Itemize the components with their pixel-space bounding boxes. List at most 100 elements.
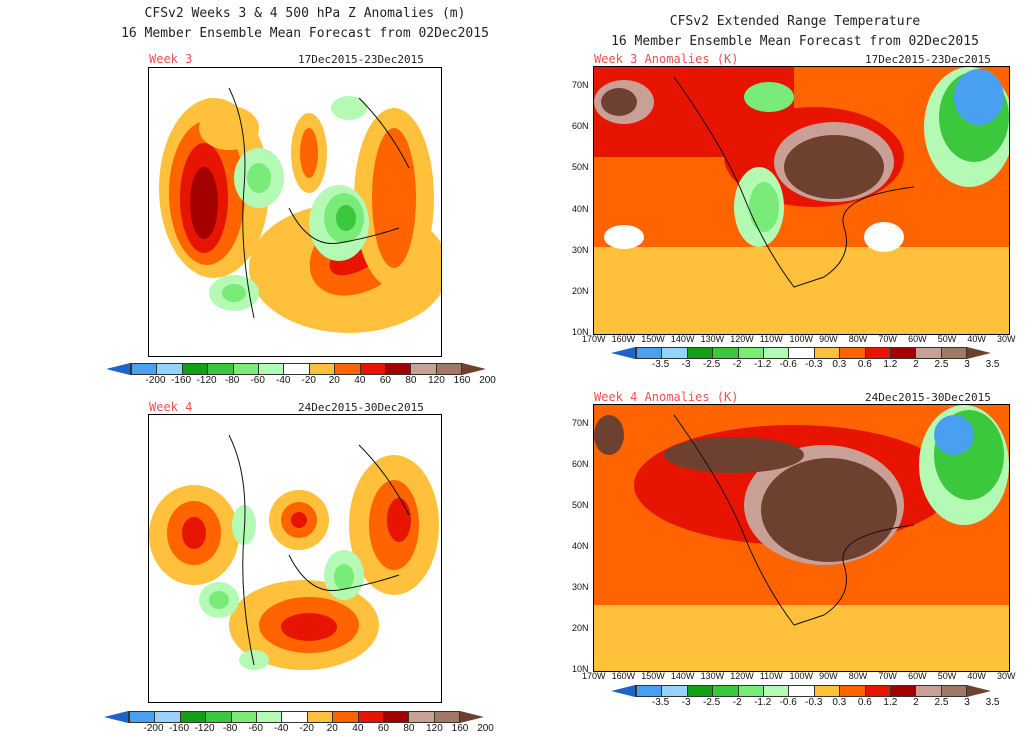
colorbar-label: 200 [477, 723, 494, 734]
lon-label: 40W [967, 671, 986, 681]
lon-label: 90W [819, 334, 838, 344]
colorbar-bin [435, 364, 462, 374]
colorbar-label: 2 [913, 697, 919, 708]
colorbar-bin [813, 348, 840, 358]
colorbar-high-arrow [460, 711, 484, 723]
colorbar-label: -20 [301, 375, 316, 386]
colorbar-bin [156, 364, 182, 374]
colorbar-label: -0.6 [779, 359, 797, 370]
lon-label: 160W [611, 334, 636, 344]
colorbar-label: 200 [479, 375, 496, 386]
colorbar-bin [889, 686, 916, 696]
colorbar-bin [181, 364, 208, 374]
lat-label: 60N [572, 121, 589, 132]
colorbar-low-arrow [611, 347, 635, 359]
colorbar-bin [762, 686, 789, 696]
colorbar-label: -160 [169, 723, 190, 734]
colorbar-label: -0.6 [779, 697, 797, 708]
lon-label: 160W [611, 671, 636, 681]
left-week4-dates: 24Dec2015-30Dec2015 [298, 401, 424, 414]
colorbar-label: 20 [326, 723, 338, 734]
colorbar-bin [232, 364, 258, 374]
left-title-line1: CFSv2 Weeks 3 & 4 500 hPa Z Anomalies (m… [144, 6, 466, 21]
colorbar-bin [686, 348, 713, 358]
lon-label: 70W [878, 334, 897, 344]
colorbar-label: 2.5 [934, 359, 949, 370]
colorbar-bin [179, 712, 206, 722]
lon-label: 60W [908, 671, 927, 681]
lon-label: 70W [878, 671, 897, 681]
colorbar-bin [661, 686, 687, 696]
colorbar-label: 80 [405, 375, 417, 386]
colorbar-bin [306, 712, 333, 722]
colorbar-bin [281, 712, 307, 722]
colorbar-label: 3 [964, 697, 970, 708]
colorbar-bin [636, 348, 662, 358]
lon-label: 110W [759, 334, 783, 344]
lon-label: 60W [908, 334, 927, 344]
colorbar-bin [940, 686, 967, 696]
colorbar-bin [839, 348, 865, 358]
colorbar [611, 685, 991, 697]
colorbar-bin [283, 364, 309, 374]
colorbar-label: 0.3 [832, 359, 847, 370]
right-week3-label: Week 3 Anomalies (K) [594, 52, 739, 66]
lat-label: 40N [572, 541, 589, 551]
colorbar-label: 120 [426, 723, 443, 734]
colorbar-label: 3 [964, 359, 970, 370]
right-title-line2: 16 Member Ensemble Mean Forecast from 02… [611, 34, 979, 49]
colorbar-bin [408, 712, 434, 722]
colorbar [104, 711, 484, 723]
colorbar-label: -2.5 [702, 359, 721, 370]
colorbar-label: -3.5 [651, 697, 670, 708]
colorbar-bin [359, 364, 385, 374]
colorbar-label: -80 [222, 723, 238, 734]
colorbar-bin [332, 712, 358, 722]
colorbar-bin [712, 686, 738, 696]
colorbar-label: -80 [224, 375, 240, 386]
colorbar-label: 0.6 [857, 697, 872, 708]
colorbar-bin [230, 712, 256, 722]
colorbar-label: -1.2 [754, 359, 772, 370]
colorbar-bin [384, 364, 411, 374]
lon-label: 140W [670, 334, 695, 344]
colorbar-label: -40 [275, 375, 291, 386]
colorbar-label: 2.5 [934, 697, 949, 708]
colorbar-bin [915, 686, 941, 696]
colorbar-label: 20 [328, 375, 340, 386]
lon-label: 170W [582, 671, 606, 681]
colorbar-label: 40 [352, 723, 364, 734]
lon-label: 30W [997, 671, 1016, 681]
colorbar-bin [788, 686, 814, 696]
colorbar-label: 0.6 [857, 359, 872, 370]
lat-label: 20N [572, 285, 589, 296]
temp-week3-map [593, 66, 1010, 335]
colorbar-label: 1.2 [883, 697, 898, 708]
lon-label: 80W [848, 334, 868, 344]
colorbar-bin [433, 712, 460, 722]
colorbar-bin [382, 712, 409, 722]
temp-week4-map [593, 404, 1010, 672]
colorbar-label: -40 [273, 723, 289, 734]
lon-label: 150W [641, 334, 665, 344]
colorbar-label: -120 [194, 723, 215, 734]
colorbar-bin [257, 364, 284, 374]
lat-label: 70N [572, 418, 589, 428]
colorbar-bin [131, 364, 157, 374]
lon-label: 120W [730, 671, 754, 681]
lat-label: 50N [572, 162, 589, 173]
colorbar-bin [737, 686, 763, 696]
colorbar-bin [661, 348, 687, 358]
colorbar-high-arrow [967, 347, 991, 359]
lon-label: 110W [759, 671, 783, 681]
colorbar-label: -1.2 [754, 697, 772, 708]
colorbar-bin [129, 712, 155, 722]
colorbar-bin [712, 348, 738, 358]
colorbar-label: -60 [248, 723, 263, 734]
lon-label: 140W [670, 671, 695, 681]
colorbar-label: -160 [171, 375, 192, 386]
colorbar-bin [205, 712, 231, 722]
colorbar-bin [357, 712, 383, 722]
colorbar-label: -200 [143, 723, 164, 734]
lon-label: 90W [819, 671, 838, 681]
